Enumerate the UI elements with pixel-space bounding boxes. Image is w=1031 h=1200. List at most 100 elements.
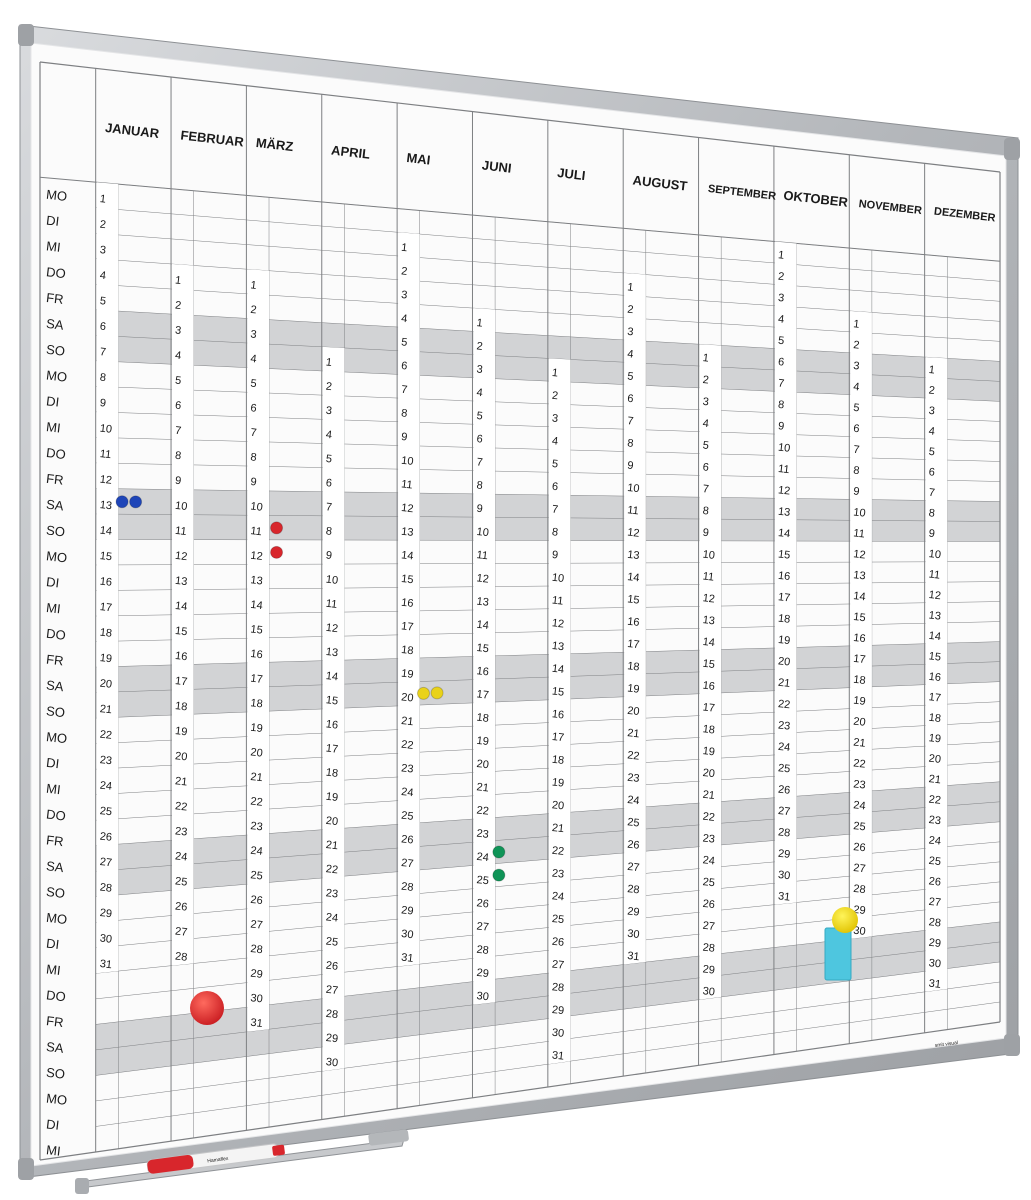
day-number: 23 [401, 762, 415, 775]
day-number: 30 [928, 957, 942, 970]
day-number: 26 [99, 831, 113, 844]
small-magnet [129, 495, 143, 509]
day-number: 4 [627, 348, 634, 361]
day-number: 30 [250, 992, 264, 1005]
day-number: 27 [99, 856, 113, 869]
day-number: 22 [476, 804, 490, 817]
weekday-label: MO [45, 187, 68, 204]
magnetic-card-holder[interactable] [824, 907, 858, 981]
day-number: 5 [702, 439, 709, 452]
day-number: 12 [702, 592, 716, 605]
day-number: 7 [551, 503, 558, 516]
day-number: 15 [476, 642, 490, 655]
day-number: 28 [777, 826, 791, 839]
day-number: 28 [853, 883, 867, 896]
weekday-label: MI [45, 781, 61, 798]
day-number: 17 [325, 742, 339, 755]
day-number: 7 [250, 427, 257, 440]
day-number: 30 [401, 928, 415, 941]
day-number: 24 [99, 780, 113, 793]
day-number: 5 [777, 335, 784, 348]
day-number: 19 [928, 732, 942, 745]
day-number: 1 [551, 367, 558, 380]
day-number: 9 [702, 527, 709, 540]
day-number: 8 [250, 451, 257, 464]
day-number: 25 [99, 805, 113, 818]
weekday-label: DI [45, 1116, 60, 1132]
day-number: 18 [476, 712, 490, 725]
weekday-label: DO [45, 807, 66, 824]
day-number: 25 [551, 913, 565, 926]
small-magnet [492, 845, 506, 859]
day-number: 10 [250, 501, 264, 514]
day-number: 28 [250, 943, 264, 956]
day-number: 12 [476, 572, 490, 585]
day-number: 5 [551, 458, 558, 471]
day-number: 2 [627, 304, 634, 317]
day-number: 1 [777, 249, 784, 262]
day-number: 9 [325, 549, 332, 562]
day-number: 18 [250, 697, 264, 710]
day-number: 23 [250, 820, 264, 833]
day-number: 13 [551, 640, 565, 653]
weekday-label: SO [45, 884, 65, 901]
day-number: 5 [627, 370, 634, 383]
day-number: 12 [928, 589, 942, 602]
day-number: 26 [325, 960, 339, 973]
day-number: 1 [250, 279, 257, 292]
day-number: 29 [928, 937, 942, 950]
brand-label: smit visual [934, 1040, 958, 1049]
small-magnet [492, 868, 506, 882]
day-number: 21 [250, 771, 264, 784]
day-number: 15 [853, 611, 867, 624]
day-number: 6 [627, 393, 634, 406]
day-number: 7 [777, 377, 784, 390]
weekday-label: FR [45, 1013, 64, 1030]
day-number: 23 [627, 772, 641, 785]
grid-top-border [39, 61, 1001, 173]
day-number: 22 [853, 757, 867, 770]
day-number: 10 [476, 526, 490, 539]
day-number: 22 [250, 795, 264, 808]
day-number: 8 [928, 507, 935, 520]
day-number: 21 [325, 839, 339, 852]
day-number: 11 [250, 525, 263, 538]
day-number: 7 [627, 415, 634, 428]
day-number: 21 [702, 789, 716, 802]
day-number: 11 [99, 448, 112, 461]
day-number: 15 [702, 658, 716, 671]
day-number: 20 [551, 799, 565, 812]
day-number: 26 [476, 897, 490, 910]
day-number: 24 [627, 794, 641, 807]
day-number: 1 [99, 193, 106, 206]
day-number: 17 [702, 701, 716, 714]
day-number: 15 [250, 623, 264, 636]
day-number: 24 [325, 911, 339, 924]
day-number: 8 [325, 525, 332, 538]
day-number: 26 [777, 784, 791, 797]
day-number: 23 [325, 887, 339, 900]
day-number: 28 [551, 981, 565, 994]
weekday-label: DI [45, 213, 60, 229]
day-number: 23 [853, 778, 867, 791]
day-number: 6 [702, 461, 709, 474]
whiteboard-marker[interactable]: Hamaflex [146, 1143, 286, 1175]
day-number: 27 [853, 862, 867, 875]
day-number: 14 [551, 663, 565, 676]
weekday-label: SO [45, 703, 65, 720]
day-number: 3 [99, 244, 106, 257]
day-number: 6 [777, 356, 784, 369]
day-number: 9 [627, 460, 634, 473]
large-red-magnet[interactable] [190, 991, 224, 1025]
day-number: 23 [476, 828, 490, 841]
day-number: 15 [325, 694, 339, 707]
day-number: 19 [777, 634, 791, 647]
day-number: 7 [401, 384, 408, 397]
day-strip-6 [473, 308, 496, 1005]
day-number: 13 [325, 646, 339, 659]
day-number: 25 [853, 820, 867, 833]
day-number: 10 [777, 442, 791, 455]
day-number: 6 [476, 433, 483, 446]
day-number: 8 [401, 407, 408, 420]
day-number: 18 [99, 627, 113, 640]
